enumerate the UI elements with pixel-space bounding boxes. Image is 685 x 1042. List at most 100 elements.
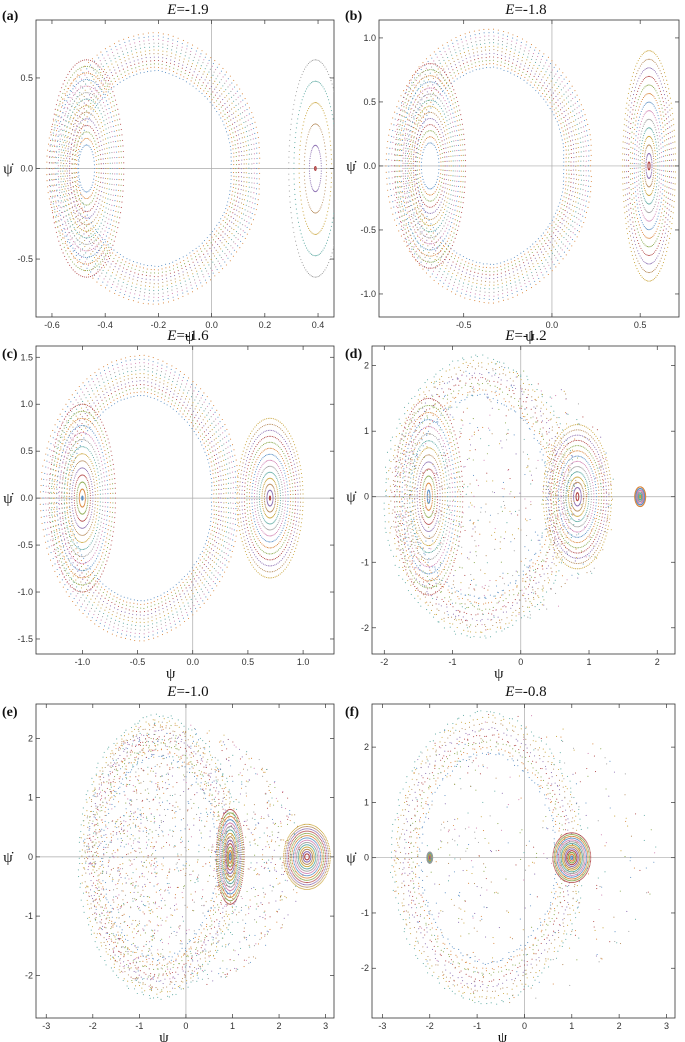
island-point [317, 59, 319, 61]
orbit-point [526, 41, 528, 43]
orbit-point [548, 83, 550, 85]
island-point [298, 225, 300, 227]
orbit-point [127, 55, 129, 57]
orbit-point [388, 165, 390, 167]
island-point [327, 124, 329, 126]
island-point [293, 173, 295, 175]
orbit-point [574, 108, 576, 110]
orbit-point [466, 43, 468, 45]
orbit-point [553, 103, 555, 105]
island-point [326, 121, 328, 123]
island-point [84, 118, 86, 120]
orbit-point [195, 247, 197, 249]
orbit-point [176, 72, 178, 74]
orbit-point [535, 283, 537, 286]
island-point [119, 195, 121, 197]
orbit-point [225, 246, 227, 248]
orbit-point [478, 65, 481, 67]
island-point [56, 184, 58, 186]
island-point [310, 104, 312, 106]
orbit-point [210, 93, 212, 95]
island-point [112, 136, 114, 138]
orbit-point [216, 92, 218, 94]
orbit-point [60, 178, 62, 180]
island-point [306, 196, 308, 198]
orbit-point [392, 188, 395, 190]
orbit-point [153, 63, 155, 65]
island-point [330, 186, 332, 188]
island-point [74, 122, 76, 124]
orbit-point [549, 228, 551, 230]
orbit-point [400, 235, 402, 237]
island-point [73, 255, 75, 257]
orbit-point [413, 169, 415, 172]
orbit-point [525, 256, 527, 258]
orbit-point [394, 130, 396, 133]
island-point [73, 163, 75, 165]
orbit-point [97, 75, 99, 77]
island-point [104, 182, 106, 184]
orbit-point [526, 59, 528, 61]
orbit-point [543, 90, 545, 92]
orbit-point [419, 109, 421, 111]
orbit-point [449, 279, 451, 281]
orbit-point [109, 290, 111, 292]
orbit-point [408, 243, 410, 245]
orbit-point [177, 69, 179, 71]
orbit-point [165, 58, 167, 60]
orbit-point [577, 146, 579, 149]
island-point [76, 135, 78, 137]
orbit-point [419, 239, 422, 241]
orbit-point [413, 151, 415, 153]
island-point [105, 207, 107, 209]
orbit-point [565, 115, 567, 117]
orbit-point [47, 186, 49, 188]
orbit-point [560, 135, 562, 137]
island-point [83, 66, 85, 68]
island-point [314, 255, 316, 257]
orbit-point [389, 183, 391, 185]
orbit-point [575, 174, 578, 176]
island-point [75, 128, 77, 130]
orbit-point [570, 131, 572, 133]
island-point [299, 186, 301, 188]
orbit-point [569, 218, 571, 220]
orbit-point [557, 99, 559, 101]
orbit-point [82, 248, 84, 250]
orbit-point [419, 90, 422, 92]
orbit-point [516, 290, 518, 293]
island-point [75, 251, 77, 254]
orbit-point [405, 225, 407, 227]
orbit-point [132, 56, 134, 58]
orbit-point [556, 209, 558, 211]
orbit-point [97, 269, 99, 271]
orbit-point [149, 50, 151, 52]
orbit-point [70, 83, 72, 85]
orbit-point [218, 221, 220, 224]
orbit-point [131, 267, 133, 269]
orbit-point [463, 267, 465, 269]
orbit-point [176, 44, 178, 46]
orbit-point [234, 144, 236, 146]
island-point [52, 140, 54, 142]
orbit-point [481, 53, 483, 55]
orbit-point [514, 281, 516, 283]
orbit-point [84, 89, 86, 91]
orbit-point [186, 254, 188, 256]
orbit-point [66, 153, 69, 155]
x-tick-label: 0.2 [259, 320, 272, 330]
island-point [111, 183, 113, 186]
orbit-point [224, 261, 226, 263]
orbit-point [220, 228, 222, 231]
island-point [82, 243, 84, 245]
island-point [59, 192, 61, 194]
orbit-point [145, 278, 147, 280]
orbit-point [412, 141, 414, 143]
orbit-point [54, 196, 56, 198]
orbit-point [179, 258, 181, 260]
orbit-point [246, 181, 248, 183]
orbit-point [115, 289, 117, 292]
orbit-point [200, 53, 202, 55]
island-point [78, 88, 80, 90]
orbit-point [416, 229, 419, 231]
